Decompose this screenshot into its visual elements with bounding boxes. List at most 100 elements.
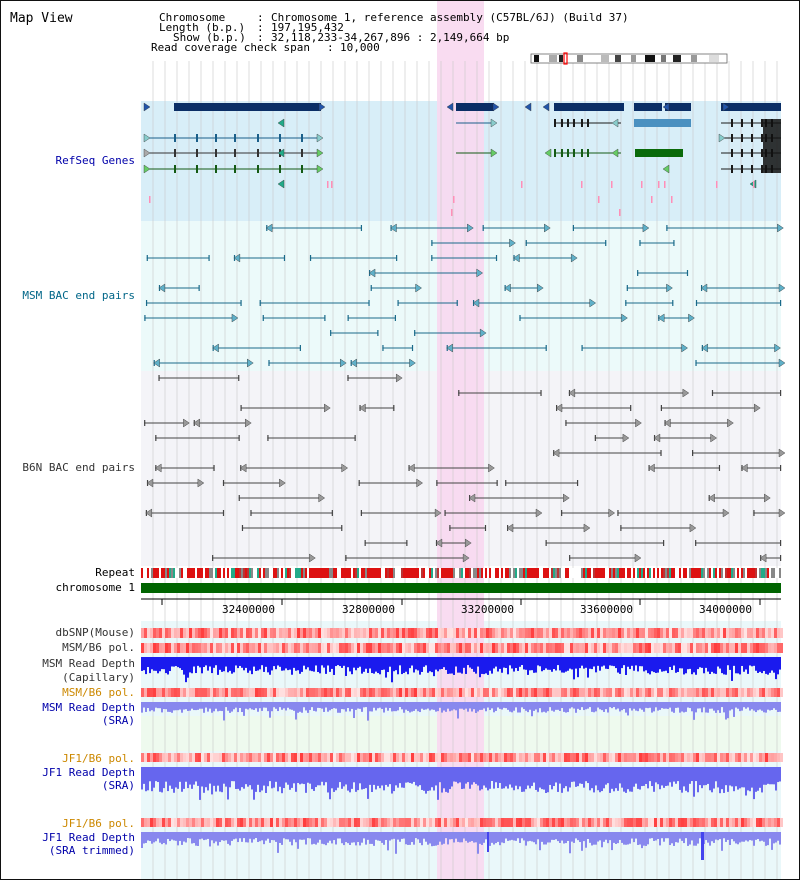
jf1-sra-depth-bar <box>645 767 647 784</box>
jf1-sra-depth-bar <box>577 767 579 787</box>
track-label-jf1-depth-trim[interactable]: JF1 Read Depth <box>42 831 135 844</box>
polymorphism-cell <box>471 753 474 762</box>
msm-bac-pair-arrow <box>701 343 708 353</box>
msm-sra-depth-bar <box>771 702 773 710</box>
track-label-jf1-b6-pol[interactable]: JF1/B6 pol. <box>62 752 135 765</box>
track-label-msm-b6-pol-2[interactable]: MSM/B6 pol. <box>62 686 135 699</box>
polymorphism-cell <box>714 643 717 653</box>
repeat-segment <box>695 568 697 578</box>
msm-capillary-depth-bar <box>225 657 227 667</box>
msm-bac-pair-end <box>519 315 521 321</box>
jf1-trimmed-depth-bar <box>231 832 233 841</box>
polymorphism-cell <box>471 643 474 653</box>
jf1-trimmed-depth-bar <box>763 832 765 842</box>
msm-capillary-depth-bar <box>469 657 471 668</box>
jf1-trimmed-depth-bar <box>591 832 593 846</box>
polymorphism-cell <box>600 643 603 653</box>
msm-sra-depth-bar <box>533 702 535 711</box>
jf1-sra-depth-bar <box>147 767 149 791</box>
jf1-sra-depth-bar <box>755 767 757 792</box>
length-value: 197,195,432 <box>271 21 344 34</box>
track-label-jf1-depth-sra[interactable]: JF1 Read Depth <box>42 766 135 779</box>
track-label-jf1-b6-pol-2[interactable]: JF1/B6 pol. <box>62 817 135 830</box>
jf1-trimmed-depth-bar <box>435 832 437 846</box>
msm-capillary-depth-bar <box>715 657 717 674</box>
jf1-sra-depth-bar <box>465 767 467 784</box>
strand-arrow <box>316 133 324 143</box>
repeat-segment <box>539 568 541 578</box>
msm-sra-depth-bar <box>161 702 163 713</box>
msm-bac-pair-end <box>672 300 674 306</box>
jf1-sra-depth-bar <box>463 767 465 789</box>
repeat-segment <box>697 568 699 578</box>
jf1-trimmed-depth-bar <box>551 832 553 840</box>
polymorphism-cell <box>729 643 732 653</box>
jf1-sra-depth-bar <box>757 767 759 791</box>
polymorphism-cell <box>339 753 342 762</box>
msm-sra-depth-bar <box>553 702 555 712</box>
polymorphism-cell <box>171 628 174 638</box>
jf1-sra-depth-bar <box>403 767 405 788</box>
jf1-sra-depth-bar <box>595 767 597 786</box>
polymorphism-cell <box>375 688 378 697</box>
polymorphism-cell <box>471 688 474 697</box>
axis-tick-label: 34000000 <box>699 603 752 616</box>
track-label-refseq[interactable]: RefSeq Genes <box>55 154 135 167</box>
msm-sra-depth-bar <box>345 702 347 712</box>
polymorphism-cell <box>222 688 225 697</box>
jf1-sra-depth-bar <box>145 767 147 792</box>
msm-sra-depth-bar <box>185 702 187 710</box>
polymorphism-cell <box>171 753 174 762</box>
polymorphism-cell <box>459 628 462 638</box>
msm-sra-depth-bar <box>141 702 143 713</box>
track-label-msm-b6-pol[interactable]: MSM/B6 pol. <box>62 641 135 654</box>
track-label-dbsnp[interactable]: dbSNP(Mouse) <box>55 626 135 639</box>
exon <box>587 149 589 157</box>
jf1-sra-depth-bar <box>275 767 277 782</box>
polymorphism-cell <box>540 643 543 653</box>
polymorphism-cell <box>765 643 768 653</box>
track-label-msm-depth-sra[interactable]: MSM Read Depth <box>42 701 135 714</box>
exon <box>573 119 575 127</box>
b6n-bac-pair-end <box>158 375 160 381</box>
jf1-sra-depth-bar <box>359 767 361 784</box>
polymorphism-cell <box>408 753 411 762</box>
jf1-trimmed-depth-bar <box>637 832 639 845</box>
jf1-sra-depth-bar <box>317 767 319 786</box>
repeat-segment <box>733 568 735 578</box>
track-label-msm-depth-cap[interactable]: MSM Read Depth <box>42 657 135 670</box>
msm-capillary-depth-bar <box>325 657 327 674</box>
track-label-msm-bac[interactable]: MSM BAC end pairs <box>22 289 135 302</box>
msm-capillary-depth-bar <box>657 657 659 673</box>
jf1-trimmed-depth-bar <box>743 832 745 842</box>
b6n-bac-pair-arrow <box>608 508 616 518</box>
gene-block-light <box>634 119 691 127</box>
polymorphism-cell <box>450 753 453 762</box>
polymorphism-cell <box>519 643 522 653</box>
polymorphism-cell <box>333 628 336 638</box>
polymorphism-cell <box>363 753 366 762</box>
msm-capillary-depth-bar <box>259 657 261 670</box>
gene-block <box>665 103 691 111</box>
polymorphism-cell <box>597 628 600 638</box>
repeat-segment <box>387 568 389 578</box>
track-label-b6n-bac[interactable]: B6N BAC end pairs <box>22 461 135 474</box>
msm-sra-depth-bar <box>427 702 429 709</box>
polymorphism-cell <box>438 628 441 638</box>
jf1-sra-depth-bar <box>339 767 341 783</box>
msm-sra-depth-bar <box>449 702 451 712</box>
msm-sra-depth-bar <box>473 702 475 710</box>
jf1-trimmed-depth-bar <box>395 832 397 854</box>
jf1-trimmed-depth-bar <box>719 832 721 840</box>
polymorphism-cell <box>534 643 537 653</box>
msm-sra-depth-bar <box>759 702 761 710</box>
polymorphism-cell <box>468 818 471 827</box>
msm-capillary-depth-bar <box>239 657 241 666</box>
repeat-segment <box>645 568 647 578</box>
jf1-trimmed-depth-bar <box>755 832 757 840</box>
msm-bac-pair-end <box>456 300 458 306</box>
polymorphism-cell <box>579 753 582 762</box>
msm-bac-pair-arrow <box>509 238 516 248</box>
msm-sra-depth-bar <box>213 702 215 712</box>
